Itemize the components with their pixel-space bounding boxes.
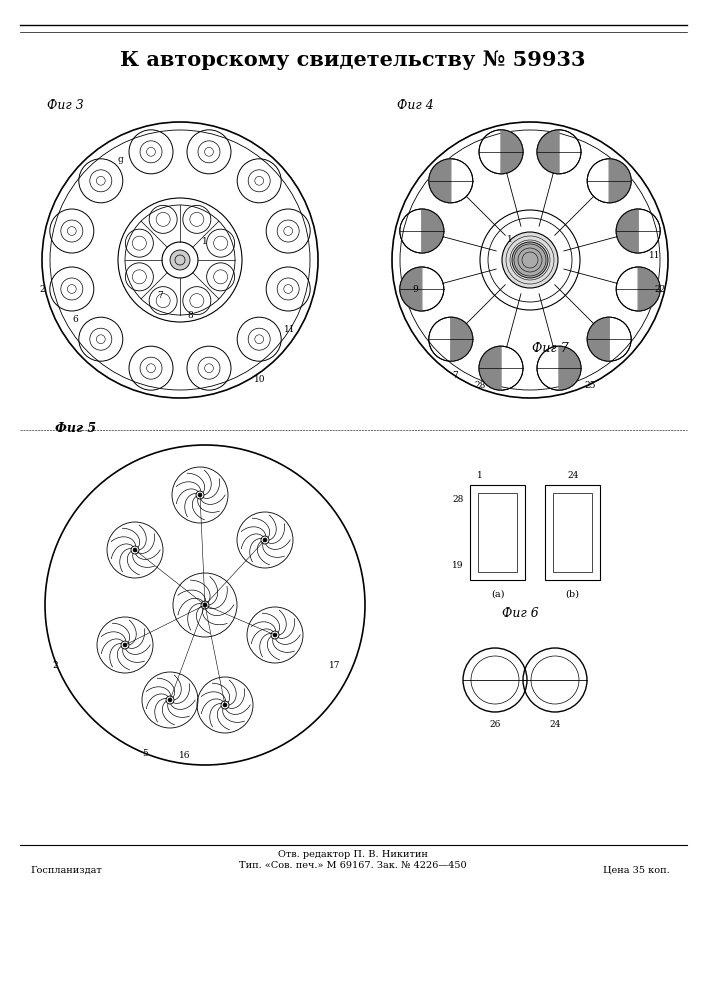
Text: 9: 9 xyxy=(412,286,418,294)
Text: 10: 10 xyxy=(255,375,266,384)
Circle shape xyxy=(512,242,548,278)
Text: 17: 17 xyxy=(329,660,341,670)
Wedge shape xyxy=(617,209,638,253)
Text: 2: 2 xyxy=(52,660,58,670)
Text: 26: 26 xyxy=(489,720,501,729)
Circle shape xyxy=(273,633,277,637)
Text: 11: 11 xyxy=(649,250,661,259)
Text: 16: 16 xyxy=(180,750,191,760)
Text: 1: 1 xyxy=(507,235,513,244)
Text: 11: 11 xyxy=(284,326,296,334)
Text: g: g xyxy=(117,155,123,164)
Wedge shape xyxy=(429,159,451,203)
Circle shape xyxy=(261,536,269,544)
Circle shape xyxy=(198,493,202,497)
Bar xyxy=(545,485,600,580)
Wedge shape xyxy=(638,267,660,311)
Circle shape xyxy=(196,491,204,499)
Circle shape xyxy=(133,548,137,552)
Circle shape xyxy=(121,641,129,649)
Text: 1: 1 xyxy=(477,471,483,480)
Bar xyxy=(478,493,517,572)
Text: 1: 1 xyxy=(202,237,208,246)
Wedge shape xyxy=(609,159,631,203)
Circle shape xyxy=(170,250,190,270)
Text: Фиг 5: Фиг 5 xyxy=(55,422,96,435)
Text: 28: 28 xyxy=(474,380,486,389)
Text: Отв. редактор П. В. Никитин
Тип. «Сов. печ.» М 69167. Зак. № 4226—450: Отв. редактор П. В. Никитин Тип. «Сов. п… xyxy=(239,850,467,870)
Wedge shape xyxy=(451,317,473,361)
Bar xyxy=(470,485,525,580)
Text: (b): (b) xyxy=(566,590,580,599)
Circle shape xyxy=(131,546,139,554)
Wedge shape xyxy=(400,267,422,311)
Bar xyxy=(553,493,592,572)
Circle shape xyxy=(223,703,227,707)
Text: 28: 28 xyxy=(452,495,464,504)
Text: Фиг 4: Фиг 4 xyxy=(397,99,434,112)
Text: Госпланиздат: Госпланиздат xyxy=(30,865,102,874)
Text: 7: 7 xyxy=(452,370,458,379)
Text: 22: 22 xyxy=(655,286,665,294)
Text: 24: 24 xyxy=(549,720,561,729)
Text: Фиг 3: Фиг 3 xyxy=(47,99,83,112)
Circle shape xyxy=(203,603,207,607)
Circle shape xyxy=(123,643,127,647)
Wedge shape xyxy=(479,346,501,390)
Circle shape xyxy=(168,698,172,702)
Text: 2: 2 xyxy=(39,286,45,294)
Text: Цена 35 коп.: Цена 35 коп. xyxy=(603,865,670,874)
Circle shape xyxy=(166,696,174,704)
Wedge shape xyxy=(588,317,609,361)
Wedge shape xyxy=(501,130,523,174)
Text: К авторскому свидетельству № 59933: К авторскому свидетельству № 59933 xyxy=(120,50,586,70)
Text: 8: 8 xyxy=(187,310,193,320)
Wedge shape xyxy=(422,209,444,253)
Wedge shape xyxy=(559,346,581,390)
Text: 7: 7 xyxy=(157,290,163,300)
Circle shape xyxy=(263,538,267,542)
Text: (a): (a) xyxy=(491,590,504,599)
Text: 24: 24 xyxy=(567,471,579,480)
Text: Фиг 6: Фиг 6 xyxy=(502,607,538,620)
Text: Фиг 7: Фиг 7 xyxy=(532,342,568,355)
Text: 25: 25 xyxy=(584,380,596,389)
Wedge shape xyxy=(537,130,559,174)
Text: 6: 6 xyxy=(72,316,78,324)
Circle shape xyxy=(502,232,558,288)
Text: 5: 5 xyxy=(142,748,148,758)
Circle shape xyxy=(201,601,209,609)
Text: 19: 19 xyxy=(452,560,464,570)
Circle shape xyxy=(221,701,229,709)
Circle shape xyxy=(271,631,279,639)
